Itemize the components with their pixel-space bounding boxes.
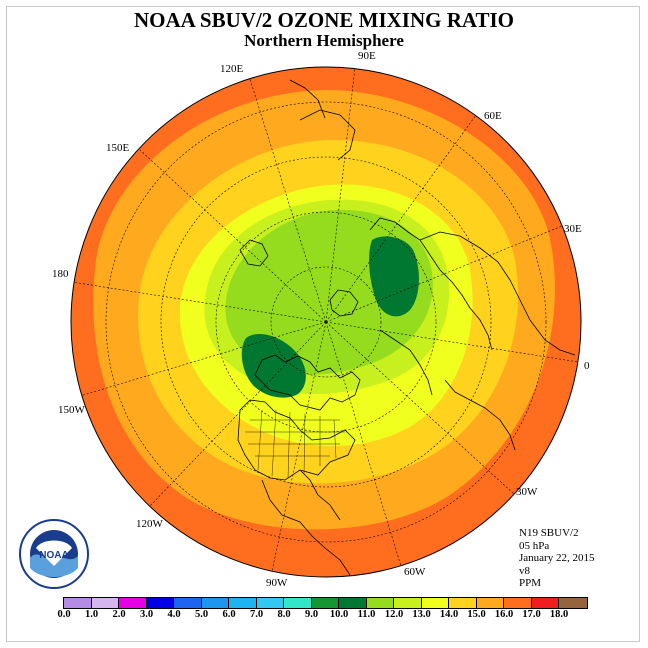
figure-frame bbox=[6, 6, 640, 642]
colorbar-swatch bbox=[91, 598, 119, 608]
colorbar-swatch bbox=[146, 598, 174, 608]
lon-label-0: 0 bbox=[584, 360, 590, 372]
ozone-max-west bbox=[241, 334, 306, 398]
colorbar-swatch bbox=[201, 598, 229, 608]
noaa-logo-icon: NOAA bbox=[19, 519, 89, 589]
colorbar-tick-label: 8.0 bbox=[277, 609, 291, 620]
colorbar-swatch bbox=[559, 598, 587, 608]
colorbar-tick-label: 5.0 bbox=[194, 609, 209, 620]
lon-label-180: 180 bbox=[52, 268, 69, 280]
colorbar-tick-label: 0.0 bbox=[57, 609, 71, 620]
lon-label-90w: 90W bbox=[266, 577, 288, 589]
colorbar-swatch bbox=[311, 598, 339, 608]
map-subtitle: Northern Hemisphere bbox=[244, 31, 404, 50]
colorbar-swatch bbox=[174, 598, 202, 608]
ozone-max-east bbox=[369, 236, 419, 317]
lon-label-90e: 90E bbox=[358, 50, 376, 62]
colorbar-swatch bbox=[449, 598, 477, 608]
colorbar-tick-label: 14.0 bbox=[439, 609, 459, 620]
colorbar-swatch bbox=[476, 598, 504, 608]
colorbar-swatch bbox=[119, 598, 147, 608]
colorbar-tick-label: 2.0 bbox=[112, 609, 126, 620]
pressure-label: 05 hPa bbox=[519, 539, 550, 552]
colorbar-tick-label: 18.0 bbox=[549, 609, 569, 620]
version-label: v8 bbox=[519, 564, 530, 577]
colorbar-tick-label: 1.0 bbox=[84, 609, 99, 620]
lon-label-30e: 30E bbox=[564, 223, 582, 235]
colorbar-tick-label: 6.0 bbox=[222, 609, 236, 620]
coastlines bbox=[237, 79, 576, 576]
colorbar-tick-label: 11.0 bbox=[357, 609, 376, 620]
graticule bbox=[71, 67, 579, 572]
colorbar-tick-label: 12.0 bbox=[384, 609, 404, 620]
lon-label-150w: 150W bbox=[58, 404, 85, 416]
colorbar-swatch bbox=[256, 598, 284, 608]
colorbar-swatch bbox=[229, 598, 257, 608]
map-title: NOAA SBUV/2 OZONE MIXING RATIO bbox=[134, 8, 514, 32]
colorbar-tick-label: 16.0 bbox=[494, 609, 514, 620]
colorbar-tick-label: 9.0 bbox=[304, 609, 319, 620]
colorbar-tick-label: 17.0 bbox=[522, 609, 541, 620]
lon-label-60e: 60E bbox=[484, 110, 502, 122]
product-info: N19 SBUV/2 05 hPa January 22, 2015 v8 PP… bbox=[519, 527, 594, 590]
colorbar-tick-label: 3.0 bbox=[139, 609, 154, 620]
instrument-label: N19 SBUV/2 bbox=[519, 527, 579, 539]
lon-label-60w: 60W bbox=[404, 566, 426, 578]
colorbar-tick-label: 4.0 bbox=[167, 609, 181, 620]
colorbar-swatch bbox=[531, 598, 559, 608]
colorbar-swatch bbox=[339, 598, 367, 608]
colorbar-swatch bbox=[284, 598, 312, 608]
lon-label-120e: 120E bbox=[220, 63, 244, 75]
colorbar-swatch bbox=[366, 598, 394, 608]
svg-text:NOAA: NOAA bbox=[39, 550, 68, 561]
map-boundary bbox=[70, 66, 582, 578]
units-label: PPM bbox=[519, 577, 542, 589]
colorbar-swatch bbox=[421, 598, 449, 608]
colorbar-swatch bbox=[504, 598, 532, 608]
colorbar-tick-label: 10.0 bbox=[329, 609, 349, 620]
lon-label-120w: 120W bbox=[136, 518, 163, 530]
colorbar-swatch bbox=[394, 598, 422, 608]
lon-label-150e: 150E bbox=[106, 142, 130, 154]
colorbar bbox=[63, 597, 588, 609]
us-state-grid bbox=[245, 409, 345, 479]
colorbar-tick-label: 15.0 bbox=[467, 609, 486, 620]
date-label: January 22, 2015 bbox=[519, 552, 595, 564]
colorbar-swatch bbox=[64, 598, 92, 608]
lon-label-30w: 30W bbox=[516, 486, 538, 498]
colorbar-ticks: 0.0 1.0 2.0 3.0 4.0 5.0 6.0 7.0 8.0 9.0 10.0 11.0 12… bbox=[0, 609, 648, 623]
colorbar-tick-label: 7.0 bbox=[249, 609, 264, 620]
colorbar-tick-label: 13.0 bbox=[412, 609, 431, 620]
